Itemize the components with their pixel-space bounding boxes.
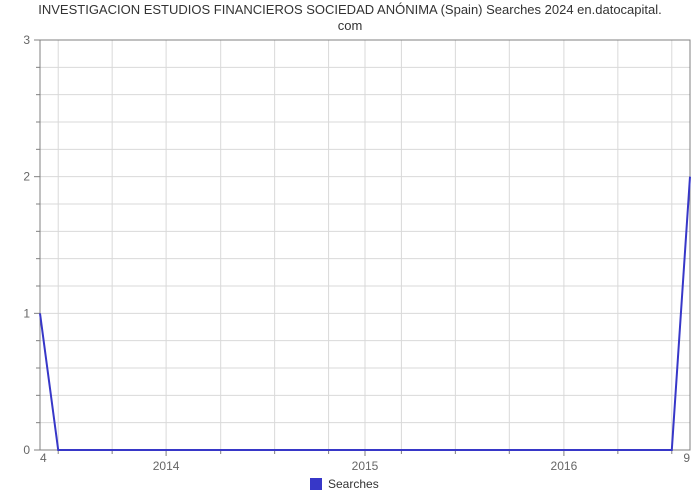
x-end-label-right: 9 [683, 451, 690, 465]
x-tick-label: 2015 [352, 459, 379, 473]
chart-title-line2: com [338, 18, 363, 33]
y-tick-label: 3 [23, 33, 30, 47]
x-end-label-left: 4 [40, 451, 47, 465]
y-tick-label: 0 [23, 443, 30, 457]
legend-swatch [310, 478, 322, 490]
x-tick-label: 2014 [153, 459, 180, 473]
x-tick-label: 2016 [551, 459, 578, 473]
chart-container: INVESTIGACION ESTUDIOS FINANCIEROS SOCIE… [0, 0, 700, 500]
y-tick-label: 1 [23, 306, 30, 320]
y-tick-label: 2 [23, 170, 30, 184]
line-chart: INVESTIGACION ESTUDIOS FINANCIEROS SOCIE… [0, 0, 700, 500]
legend-label: Searches [328, 477, 379, 491]
chart-title-line1: INVESTIGACION ESTUDIOS FINANCIEROS SOCIE… [38, 2, 662, 17]
